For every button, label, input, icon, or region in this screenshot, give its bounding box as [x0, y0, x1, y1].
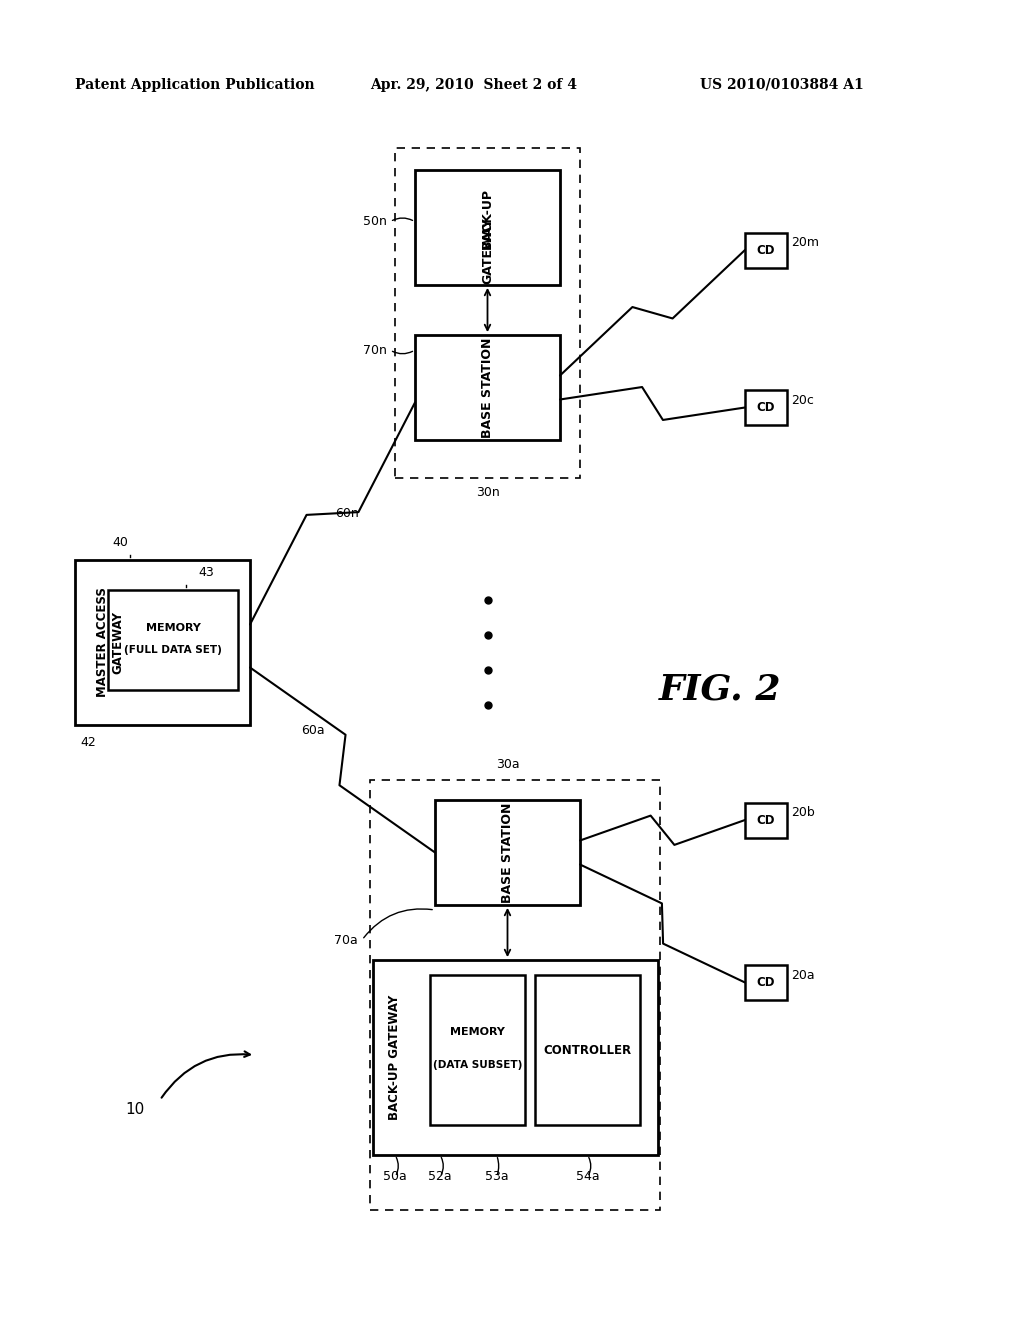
Text: 54a: 54a: [575, 1171, 599, 1184]
Bar: [535, 975, 640, 1125]
Text: 52a: 52a: [428, 1171, 452, 1184]
Text: CD: CD: [757, 813, 775, 826]
Bar: [373, 960, 658, 1155]
Text: 70n: 70n: [364, 343, 387, 356]
Text: 50a: 50a: [383, 1171, 407, 1184]
Bar: [395, 148, 580, 478]
Text: BASE STATION: BASE STATION: [481, 338, 494, 438]
Text: CD: CD: [757, 243, 775, 256]
Text: BACK-UP: BACK-UP: [481, 187, 494, 248]
Bar: [108, 590, 238, 690]
Text: 30n: 30n: [475, 487, 500, 499]
Text: 20m: 20m: [791, 236, 819, 249]
Text: 20b: 20b: [791, 807, 815, 820]
Text: BACK-UP GATEWAY: BACK-UP GATEWAY: [388, 995, 401, 1121]
Text: 42: 42: [80, 737, 96, 750]
Bar: [430, 975, 525, 1125]
Bar: [435, 800, 580, 906]
Text: Apr. 29, 2010  Sheet 2 of 4: Apr. 29, 2010 Sheet 2 of 4: [370, 78, 577, 92]
Text: FIG. 2: FIG. 2: [658, 673, 781, 708]
Text: 40: 40: [112, 536, 128, 549]
Text: 53a: 53a: [484, 1171, 508, 1184]
Text: (DATA SUBSET): (DATA SUBSET): [433, 1060, 522, 1071]
Bar: [745, 803, 787, 837]
Text: 50n: 50n: [364, 215, 387, 228]
Bar: [415, 170, 560, 285]
Text: 70a: 70a: [334, 933, 358, 946]
Text: MASTER ACCESS
GATEWAY: MASTER ACCESS GATEWAY: [96, 587, 124, 697]
Text: 43: 43: [198, 565, 214, 578]
Text: CD: CD: [757, 401, 775, 414]
Text: Patent Application Publication: Patent Application Publication: [75, 78, 314, 92]
Bar: [745, 389, 787, 425]
Text: 30a: 30a: [496, 759, 519, 771]
Text: CD: CD: [757, 975, 775, 989]
Text: (FULL DATA SET): (FULL DATA SET): [124, 645, 222, 655]
Bar: [745, 965, 787, 1001]
Text: CONTROLLER: CONTROLLER: [544, 1044, 632, 1056]
Bar: [745, 232, 787, 268]
Text: BASE STATION: BASE STATION: [501, 803, 514, 903]
Text: 60n: 60n: [336, 507, 359, 520]
Bar: [75, 560, 250, 725]
Text: MEMORY: MEMORY: [145, 623, 201, 634]
Text: 10: 10: [125, 1102, 144, 1118]
Text: US 2010/0103884 A1: US 2010/0103884 A1: [700, 78, 864, 92]
Text: MEMORY: MEMORY: [451, 1027, 505, 1038]
Bar: [415, 335, 560, 440]
Text: 20c: 20c: [791, 393, 814, 407]
Text: 60a: 60a: [301, 723, 325, 737]
Text: 20a: 20a: [791, 969, 815, 982]
Text: GATEWAY: GATEWAY: [481, 218, 494, 284]
Bar: [370, 780, 660, 1210]
